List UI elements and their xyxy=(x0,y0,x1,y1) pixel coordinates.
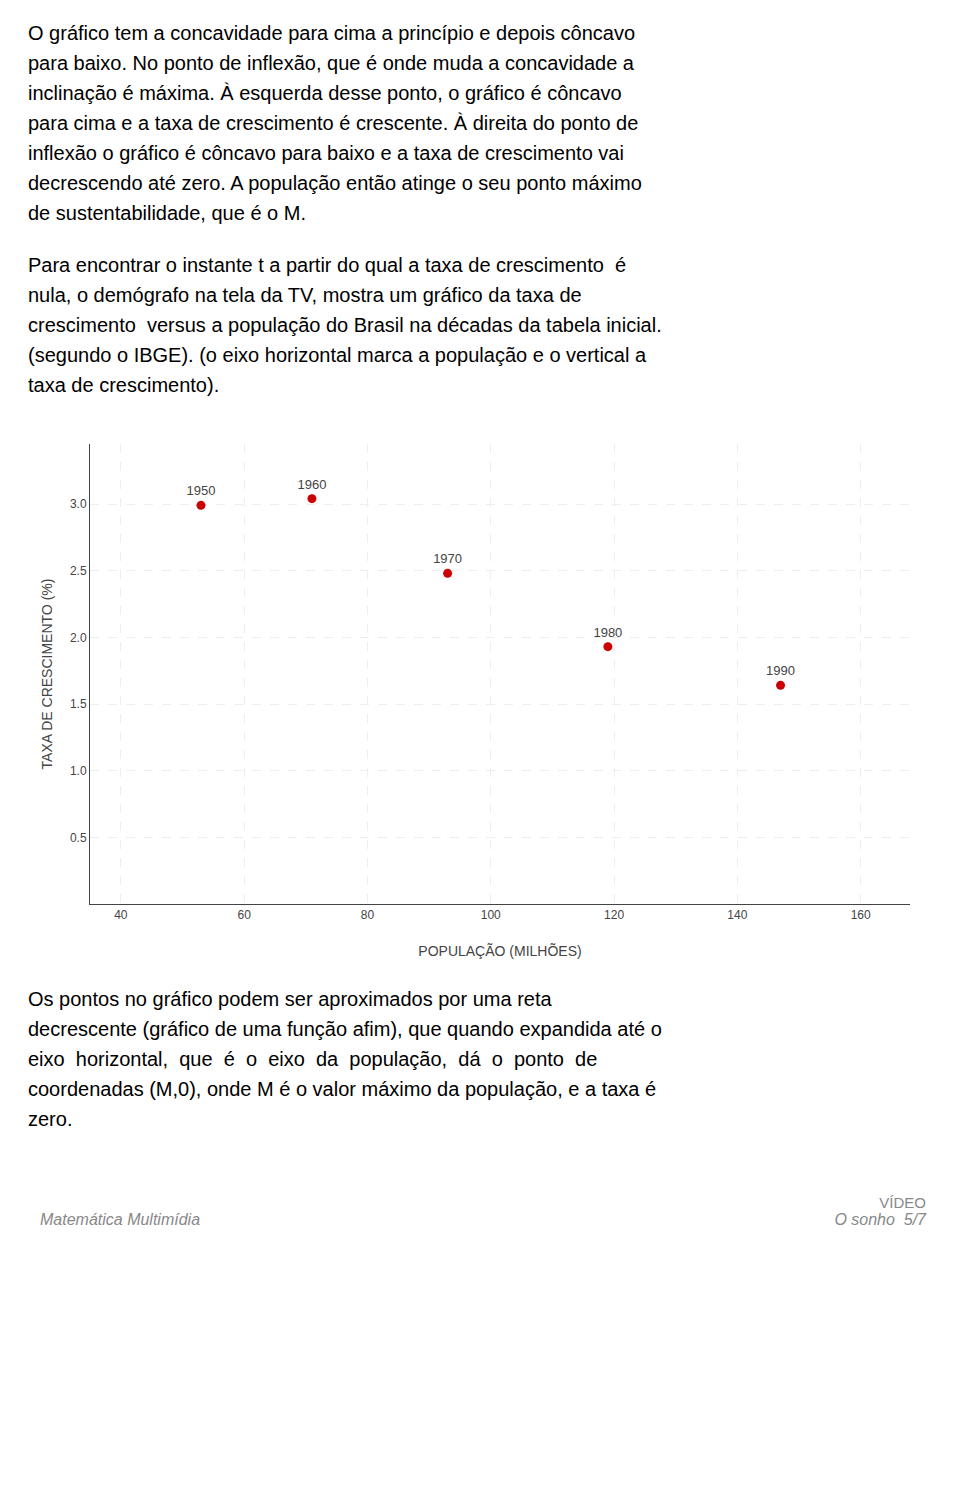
html-text:Para encontrar o instante t a: Para encontrar o instante t a partir do … xyxy=(28,254,662,396)
svg-text:160: 160 xyxy=(851,908,871,922)
svg-text:1980: 1980 xyxy=(593,625,622,640)
svg-text:1.5: 1.5 xyxy=(70,697,87,711)
html-text:Os pontos no gráfico podem ser: Os pontos no gráfico podem ser aproximad… xyxy=(28,988,662,1130)
svg-text:1950: 1950 xyxy=(187,483,216,498)
svg-text:TAXA DE CRESCIMENTO (%): TAXA DE CRESCIMENTO (%) xyxy=(39,579,55,770)
svg-text:POPULAÇÃO (MILHÕES): POPULAÇÃO (MILHÕES) xyxy=(418,943,581,959)
svg-text:1970: 1970 xyxy=(433,551,462,566)
svg-text:2.5: 2.5 xyxy=(70,564,87,578)
svg-text:1.0: 1.0 xyxy=(70,764,87,778)
html-text:O sonho 5/7: O sonho 5/7 xyxy=(834,1211,926,1228)
svg-text:40: 40 xyxy=(114,908,128,922)
svg-text:1990: 1990 xyxy=(766,663,795,678)
svg-text:140: 140 xyxy=(727,908,747,922)
svg-text:100: 100 xyxy=(481,908,501,922)
html-text:Matemática Multimídia: Matemática Multimídia xyxy=(40,1211,200,1228)
svg-text:0.5: 0.5 xyxy=(70,831,87,845)
svg-text:60: 60 xyxy=(237,908,251,922)
svg-text:1960: 1960 xyxy=(297,477,326,492)
svg-text:80: 80 xyxy=(361,908,375,922)
html-text:O gráfico tem a concavidade pa: O gráfico tem a concavidade para cima a … xyxy=(28,22,642,224)
svg-text:120: 120 xyxy=(604,908,624,922)
svg-text:3.0: 3.0 xyxy=(70,497,87,511)
html-text:VÍDEO: VÍDEO xyxy=(879,1194,926,1211)
svg-text:2.0: 2.0 xyxy=(70,631,87,645)
